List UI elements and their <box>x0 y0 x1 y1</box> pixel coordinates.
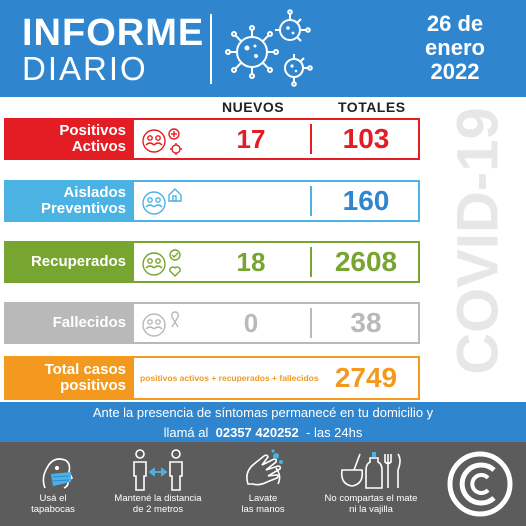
hand-wash-icon <box>246 449 283 486</box>
column-header-total: TOTALES <box>338 99 406 115</box>
title-diario: DIARIO <box>22 50 148 87</box>
tip-mate-vajilla: No compartas el mate ni la vajilla <box>312 442 430 526</box>
notice-band: Ante la presencia de síntomas permanecé … <box>0 402 526 442</box>
row-label: Aislados Preventivos <box>6 182 134 220</box>
recuperados-new-value: 18 <box>236 246 266 277</box>
column-header-new: NUEVOS <box>222 99 285 115</box>
row-divider <box>310 124 312 154</box>
total-casos-value: 2749 <box>334 362 398 393</box>
mate-dishes-icon <box>340 452 401 489</box>
positivos-total-value: 103 <box>342 123 390 154</box>
row-divider <box>310 186 312 216</box>
notice-line1: Ante la presencia de síntomas permanecé … <box>92 405 434 420</box>
aislados-total-value: 160 <box>342 185 390 216</box>
municipality-logo-icon <box>447 451 513 517</box>
fallecidos-total-value: 38 <box>350 307 382 338</box>
row-label: Fallecidos <box>6 304 134 342</box>
tip-distancia: Mantené la distancia de 2 metros <box>100 442 216 526</box>
row-recuperados: Recuperados 18 2608 <box>4 241 420 283</box>
title-informe: INFORME <box>22 12 205 54</box>
total-formula: positivos activos + recuperados + fallec… <box>140 373 319 383</box>
row-fallecidos: Fallecidos 0 38 <box>4 302 420 344</box>
notice-line2: llamá al 02357 420252 - las 24hs <box>163 424 363 440</box>
face-mask-icon <box>42 458 74 489</box>
header-band: INFORME DIARIO <box>0 0 526 97</box>
tip-tapabocas: Usá el tapabocas <box>10 442 96 526</box>
social-distance-icon <box>133 449 183 491</box>
row-divider <box>310 308 312 338</box>
row-label: Total casos positivos <box>6 358 134 398</box>
tip-lavate-manos: Lavate las manos <box>226 442 300 526</box>
positivos-new-value: 17 <box>236 123 266 154</box>
phone-number: 02357 420252 <box>215 424 299 440</box>
row-positivos-activos: Positivos Activos 17 103 <box>4 118 420 160</box>
report-date: 26 de enero 2022 <box>425 11 485 84</box>
recuperados-total-value: 2608 <box>334 246 398 277</box>
row-divider <box>310 247 312 277</box>
row-label: Recuperados <box>6 243 134 281</box>
aislados-new-value <box>192 182 310 220</box>
row-aislados-preventivos: Aislados Preventivos 160 <box>4 180 420 222</box>
header-divider <box>210 14 212 84</box>
people-heart-icon <box>142 249 181 277</box>
covid-19-text: COVID-19 <box>446 107 511 375</box>
fallecidos-new-value: 0 <box>243 307 259 338</box>
row-total-casos: Total casos positivos positivos activos +… <box>4 356 420 400</box>
covid-side-label: COVID-19 <box>446 107 511 375</box>
people-virus-icon <box>142 128 182 155</box>
people-home-icon <box>142 188 182 215</box>
row-label: Positivos Activos <box>6 120 134 158</box>
people-ribbon-icon <box>142 311 179 337</box>
virus-icon <box>225 9 313 87</box>
